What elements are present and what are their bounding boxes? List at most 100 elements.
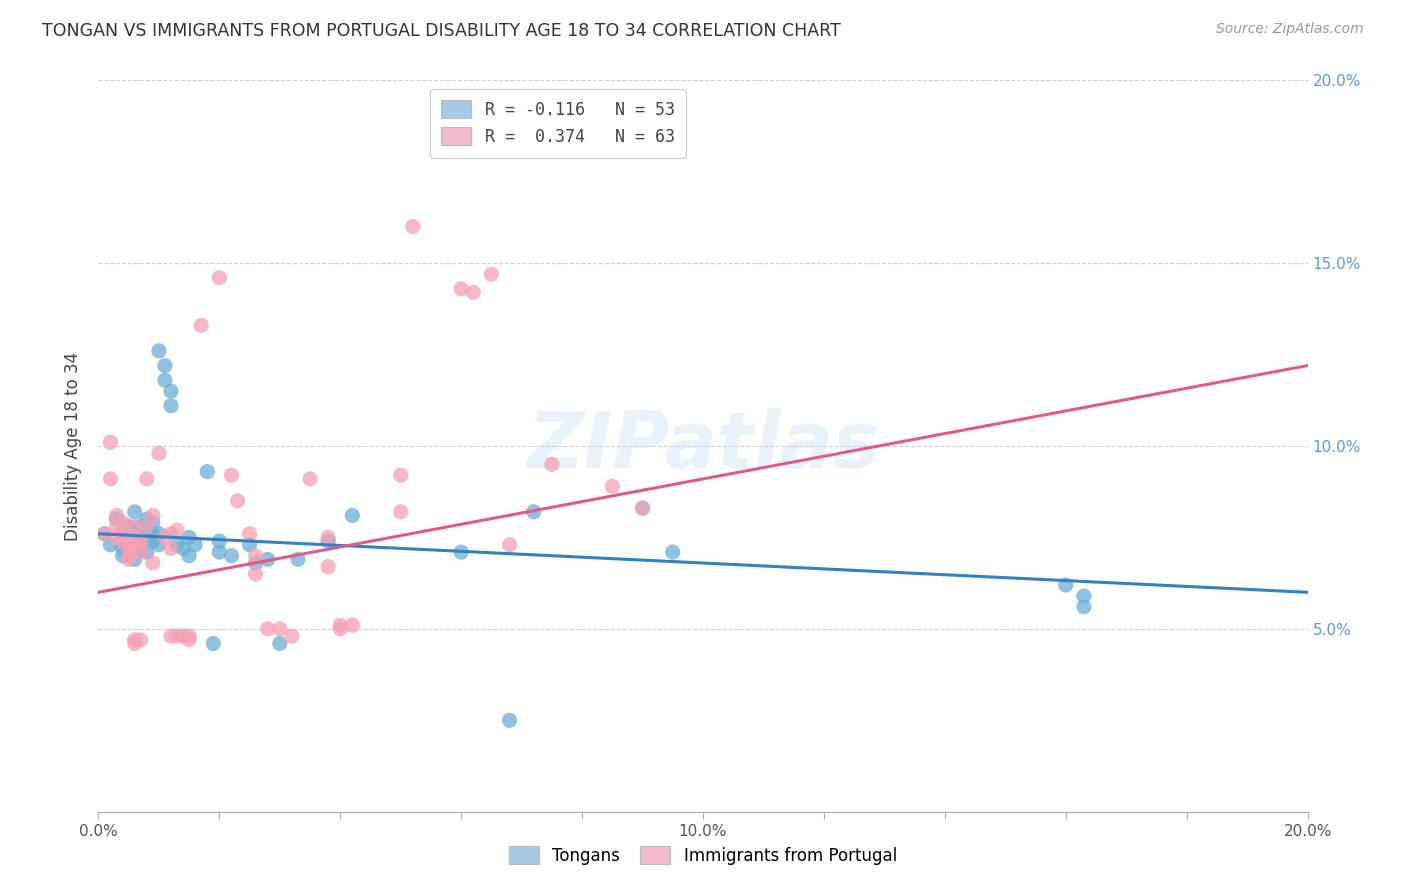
Point <box>118 549 141 563</box>
Point <box>226 493 249 508</box>
Point <box>135 545 157 559</box>
Point <box>148 538 170 552</box>
Point <box>111 516 134 530</box>
Point <box>105 508 128 523</box>
Point <box>179 629 201 643</box>
Point <box>160 384 183 399</box>
Point <box>202 636 225 650</box>
Point <box>190 318 212 333</box>
Point <box>135 472 157 486</box>
Point <box>111 541 134 556</box>
Text: ZIPatlas: ZIPatlas <box>527 408 879 484</box>
Point <box>166 629 188 643</box>
Point <box>239 538 262 552</box>
Point <box>329 618 352 632</box>
Point <box>129 632 152 647</box>
Point <box>179 632 201 647</box>
Point <box>179 530 201 544</box>
Point <box>93 526 115 541</box>
Point <box>129 530 152 544</box>
Point <box>160 526 183 541</box>
Point <box>111 534 134 549</box>
Point <box>124 505 146 519</box>
Point <box>142 534 165 549</box>
Y-axis label: Disability Age 18 to 34: Disability Age 18 to 34 <box>65 351 83 541</box>
Point <box>269 622 291 636</box>
Point <box>93 526 115 541</box>
Point <box>105 512 128 526</box>
Point <box>450 545 472 559</box>
Point <box>316 559 339 574</box>
Point <box>160 541 183 556</box>
Point <box>142 516 165 530</box>
Point <box>153 373 176 387</box>
Point <box>389 505 412 519</box>
Point <box>124 632 146 647</box>
Point <box>166 538 188 552</box>
Point <box>1073 589 1095 603</box>
Point <box>135 523 157 537</box>
Point <box>662 545 685 559</box>
Point <box>124 552 146 566</box>
Point <box>160 629 183 643</box>
Point <box>256 552 278 566</box>
Point <box>100 435 122 450</box>
Point <box>160 399 183 413</box>
Point <box>142 556 165 570</box>
Point <box>281 629 304 643</box>
Point <box>1054 578 1077 592</box>
Legend: Tongans, Immigrants from Portugal: Tongans, Immigrants from Portugal <box>499 836 907 875</box>
Point <box>124 636 146 650</box>
Point <box>299 472 322 486</box>
Point <box>481 267 503 281</box>
Point <box>342 618 364 632</box>
Point <box>179 549 201 563</box>
Point <box>221 549 243 563</box>
Point <box>402 219 425 234</box>
Point <box>602 479 624 493</box>
Point <box>100 472 122 486</box>
Point <box>142 526 165 541</box>
Point <box>118 541 141 556</box>
Point <box>129 519 152 533</box>
Legend: R = -0.116   N = 53, R =  0.374   N = 63: R = -0.116 N = 53, R = 0.374 N = 63 <box>430 88 686 158</box>
Point <box>221 468 243 483</box>
Point <box>153 359 176 373</box>
Point <box>118 534 141 549</box>
Point <box>135 534 157 549</box>
Point <box>245 549 267 563</box>
Point <box>135 519 157 533</box>
Point <box>105 519 128 533</box>
Point <box>124 530 146 544</box>
Point <box>540 458 562 472</box>
Point <box>316 530 339 544</box>
Point <box>129 538 152 552</box>
Point <box>1073 599 1095 614</box>
Point <box>498 538 520 552</box>
Point <box>329 622 352 636</box>
Point <box>118 530 141 544</box>
Point <box>342 508 364 523</box>
Point <box>135 512 157 526</box>
Point <box>239 526 262 541</box>
Point <box>166 523 188 537</box>
Point <box>498 714 520 728</box>
Point <box>118 552 141 566</box>
Point <box>208 270 231 285</box>
Point <box>148 526 170 541</box>
Point <box>105 530 128 544</box>
Point <box>111 549 134 563</box>
Point <box>118 519 141 533</box>
Point <box>631 501 654 516</box>
Point <box>153 530 176 544</box>
Point <box>148 446 170 460</box>
Point <box>142 508 165 523</box>
Point <box>124 519 146 533</box>
Point <box>208 545 231 559</box>
Point <box>195 465 218 479</box>
Point <box>245 556 267 570</box>
Point <box>389 468 412 483</box>
Point <box>148 343 170 358</box>
Point <box>208 534 231 549</box>
Point <box>245 567 267 582</box>
